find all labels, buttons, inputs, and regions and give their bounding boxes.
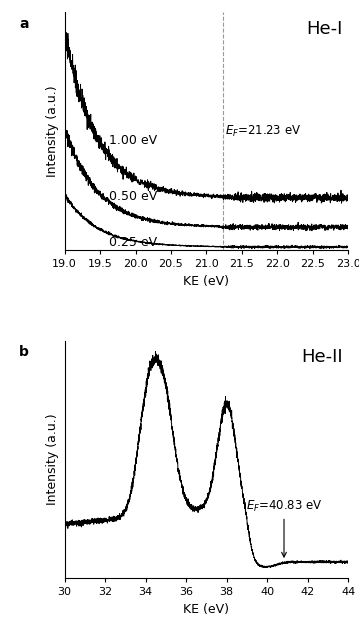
Text: He-II: He-II xyxy=(301,348,342,366)
Text: $E_F$=40.83 eV: $E_F$=40.83 eV xyxy=(246,499,322,557)
Y-axis label: Intensity (a.u.): Intensity (a.u.) xyxy=(46,414,59,505)
Text: b: b xyxy=(19,345,29,360)
Text: a: a xyxy=(19,17,29,31)
X-axis label: KE (eV): KE (eV) xyxy=(183,275,229,288)
Text: 0.50 eV: 0.50 eV xyxy=(108,190,157,203)
Text: 1.00 eV: 1.00 eV xyxy=(108,134,157,147)
Text: 0.25 eV: 0.25 eV xyxy=(108,236,157,249)
Y-axis label: Intensity (a.u.): Intensity (a.u.) xyxy=(46,86,59,177)
Text: He-I: He-I xyxy=(306,19,342,37)
Text: $E_F$=21.23 eV: $E_F$=21.23 eV xyxy=(225,124,301,139)
X-axis label: KE (eV): KE (eV) xyxy=(183,603,229,616)
